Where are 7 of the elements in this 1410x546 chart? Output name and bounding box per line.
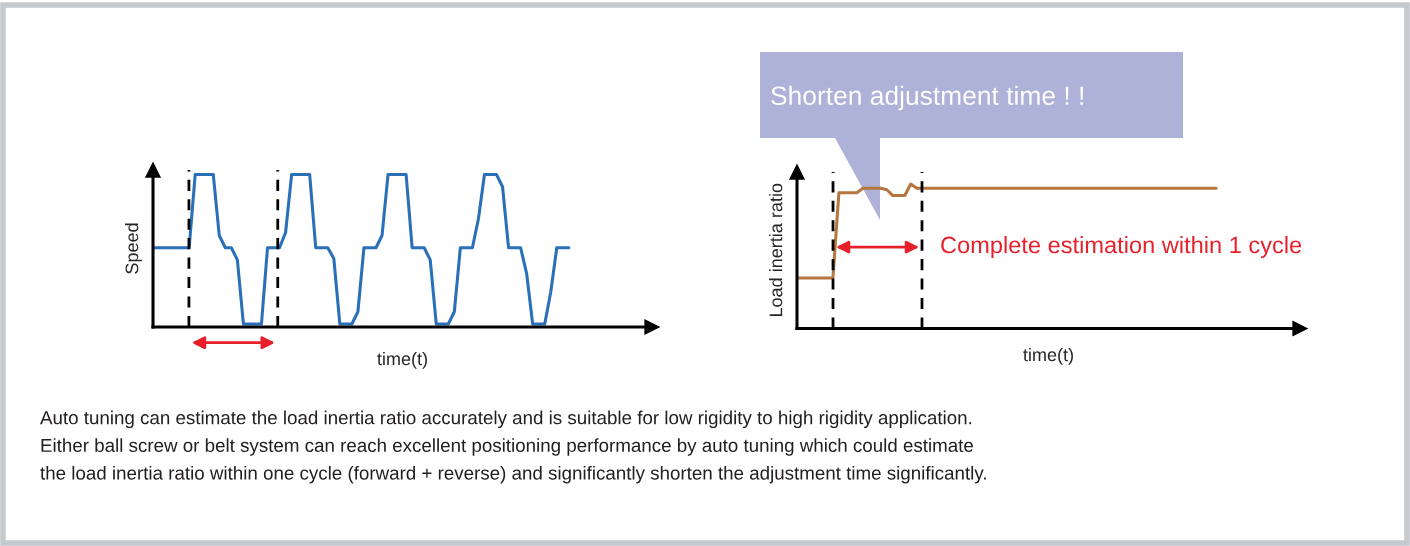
text: Auto tuning can estimate the load inertia ratio accurately and is suitable for low rigidity to high rigidity application. Either ball screw or belt system can reach excellent positioning performance by auto tuning which could estimate the load inertia ratio within one cycle (forward + reverse) and significantly shorten the adjustment time significantly. xyxy=(40,410,986,484)
y-axis-title: Load inertia ratio xyxy=(769,183,783,317)
x-axis-title: time(t) xyxy=(377,352,427,369)
y-axis-title: Speed xyxy=(125,223,142,274)
annotation: Complete estimation within 1 cycle xyxy=(941,236,1302,259)
x-axis-title: time(t) xyxy=(1023,347,1073,365)
text: Shorten adjustment time ! ! xyxy=(771,85,1083,111)
